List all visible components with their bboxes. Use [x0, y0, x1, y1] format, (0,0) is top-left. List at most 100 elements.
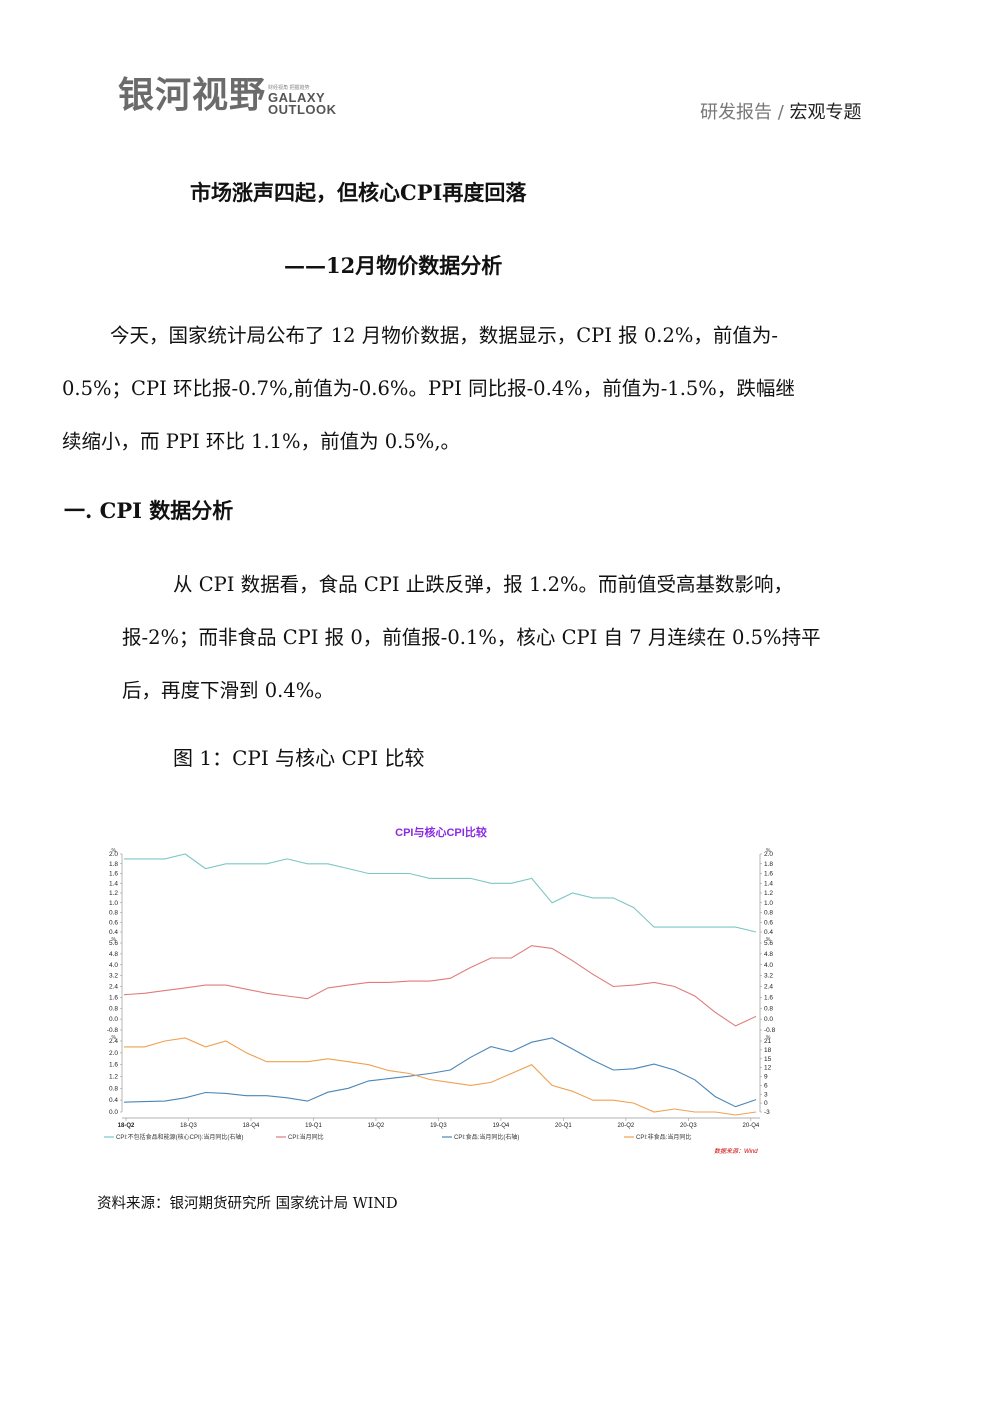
left-tick-label: 1.6	[109, 871, 118, 878]
section-paragraph-line-2: 报-2%；而非食品 CPI 报 0，前值报-0.1%，核心 CPI 自 7 月连…	[122, 626, 821, 649]
right-tick-label: 5.6	[764, 940, 773, 947]
right-tick-label: 6	[764, 1082, 768, 1089]
left-tick-label: -0.8	[107, 1027, 119, 1034]
figure-source: 资料来源：银河期货研究所 国家统计局 WIND	[97, 1196, 398, 1212]
left-tick-label: 1.6	[109, 1062, 118, 1069]
left-tick-label: 0.8	[109, 1005, 118, 1012]
chart-svg: CPI与核心CPI比较 % %2.01.81.61.41.21.00.80.60.…	[104, 825, 776, 1155]
section-paragraph-line-1: 从 CPI 数据看，食品 CPI 止跌反弹，报 1.2%。而前值受高基数影响，	[173, 573, 794, 596]
right-tick-label: 9	[764, 1074, 768, 1081]
right-tick-label: 4.0	[764, 962, 773, 969]
right-tick-label: 1.0	[764, 900, 773, 907]
right-tick-label: 0.4	[764, 929, 773, 936]
right-tick-label: 12	[764, 1065, 772, 1072]
left-tick-label: 2.4	[109, 1038, 118, 1045]
right-tick-label: 1.2	[764, 890, 773, 897]
left-tick-label: 4.0	[109, 962, 118, 969]
left-tick-label: 1.0	[109, 900, 118, 907]
right-tick-label: 3.2	[764, 973, 773, 980]
left-tick-label: 4.8	[109, 951, 118, 958]
unit-mark-right: %	[766, 937, 771, 943]
unit-mark-right: %	[766, 848, 771, 854]
category-separator: /	[772, 102, 790, 123]
x-tick-label: 18-Q3	[180, 1123, 197, 1129]
right-tick-label: 21	[764, 1038, 772, 1045]
left-tick-label: 1.4	[109, 880, 118, 887]
series-line	[124, 853, 757, 933]
chart-title: CPI与核心CPI比较	[395, 825, 487, 839]
right-tick-label: -0.8	[764, 1027, 776, 1034]
left-tick-label: 0.4	[109, 1097, 118, 1104]
report-category: 研发报告	[700, 102, 772, 123]
series-line	[123, 945, 757, 1027]
right-tick-label: 4.8	[764, 951, 773, 958]
section-paragraph-line-3: 后，再度下滑到 0.4%。	[122, 679, 334, 702]
left-tick-label: 5.6	[109, 940, 118, 947]
logo-english-outlook: OUTLOOK	[268, 102, 337, 117]
right-tick-label: 1.4	[764, 880, 773, 887]
right-tick-label: 1.8	[764, 861, 773, 868]
right-tick-label: 0.0	[764, 1016, 773, 1023]
left-tick-label: 1.2	[109, 890, 118, 897]
x-tick-label: 19-Q4	[493, 1123, 510, 1129]
right-tick-label: 2.4	[764, 984, 773, 991]
x-tick-label: 20-Q2	[618, 1123, 635, 1129]
chart-watermark: 数据来源：Wind	[714, 1147, 758, 1155]
right-tick-label: 2.0	[764, 851, 773, 858]
logo-english-block: 财经视角 把握趋势 GALAXY OUTLOOK	[268, 84, 337, 116]
legend-label: CPI:不包括食品和能源(核心CPI):当月同比(右轴)	[116, 1133, 243, 1141]
right-tick-label: -3	[764, 1109, 770, 1116]
series-line	[124, 1037, 757, 1116]
left-tick-label: 0.8	[109, 910, 118, 917]
logo-tagline: 财经视角 把握趋势	[268, 85, 310, 91]
x-tick-label: 20-Q4	[743, 1123, 760, 1129]
intro-paragraph-line-1: 今天，国家统计局公布了 12 月物价数据，数据显示，CPI 报 0.2%，前值为…	[110, 324, 778, 347]
right-tick-label: 1.6	[764, 994, 773, 1001]
left-tick-label: 1.2	[109, 1074, 118, 1081]
x-tick-label: 20-Q1	[555, 1123, 572, 1129]
left-tick-label: 2.0	[109, 1050, 118, 1057]
left-tick-label: 0.6	[109, 919, 118, 926]
document-title: 市场涨声四起，但核心CPI再度回落	[190, 180, 527, 205]
left-tick-label: 0.0	[109, 1016, 118, 1023]
right-tick-label: 15	[764, 1056, 772, 1063]
left-tick-label: 0.4	[109, 929, 118, 936]
legend-label: CPI:食品:当月同比(右轴)	[454, 1133, 519, 1141]
section-heading-cpi: 一. CPI 数据分析	[64, 498, 234, 523]
intro-paragraph-line-2: 0.5%；CPI 环比报-0.7%,前值为-0.6%。PPI 同比报-0.4%，…	[62, 377, 795, 400]
figure-caption: 图 1：CPI 与核心 CPI 比较	[173, 746, 425, 770]
x-tick-label: 19-Q2	[368, 1123, 385, 1129]
right-tick-label: 3	[764, 1091, 768, 1098]
galaxy-outlook-logo: 银河视野 财经视角 把握趋势 GALAXY OUTLOOK	[118, 75, 337, 117]
right-tick-label: 0	[764, 1100, 768, 1107]
left-tick-label: 2.4	[109, 984, 118, 991]
unit-mark-left: %	[112, 937, 117, 943]
left-tick-label: 1.8	[109, 861, 118, 868]
x-tick-label: 18-Q2	[118, 1123, 135, 1129]
x-tick-label: 19-Q1	[305, 1123, 322, 1129]
document-subtitle: ——12月物价数据分析	[284, 253, 503, 278]
x-tick-label: 20-Q3	[680, 1123, 697, 1129]
cpi-core-cpi-chart: CPI与核心CPI比较 %% 2.0 1.8 1.6 1.4 1.2 1.0 0.8 0.6 0.…	[96, 818, 786, 1163]
legend-label: CPI:当月同比	[288, 1133, 324, 1141]
left-tick-label: 0.0	[109, 1109, 118, 1116]
report-subcategory: 宏观专题	[789, 102, 862, 123]
right-tick-label: 1.6	[764, 871, 773, 878]
left-tick-label: 2.0	[109, 851, 118, 858]
left-tick-label: 0.8	[109, 1085, 118, 1092]
series-line	[123, 1037, 757, 1108]
unit-mark-left: %	[112, 848, 117, 854]
right-tick-label: 0.6	[764, 919, 773, 926]
left-tick-label: 1.6	[109, 994, 118, 1001]
x-tick-label: 18-Q4	[243, 1123, 260, 1129]
report-category-header: 研发报告 / 宏观专题	[700, 98, 862, 124]
logo-chinese-text: 银河视野	[118, 75, 267, 116]
logo-english-galaxy: GALAXY	[268, 90, 326, 105]
right-tick-label: 0.8	[764, 910, 773, 917]
x-tick-label: 19-Q3	[430, 1123, 447, 1129]
legend-label: CPI:非食品:当月同比	[636, 1133, 691, 1141]
unit-mark-right: %	[766, 1035, 771, 1041]
unit-mark-left: %	[112, 1035, 117, 1041]
right-tick-label: 18	[764, 1047, 772, 1054]
intro-paragraph-line-3: 续缩小，而 PPI 环比 1.1%，前值为 0.5%,。	[62, 430, 461, 453]
